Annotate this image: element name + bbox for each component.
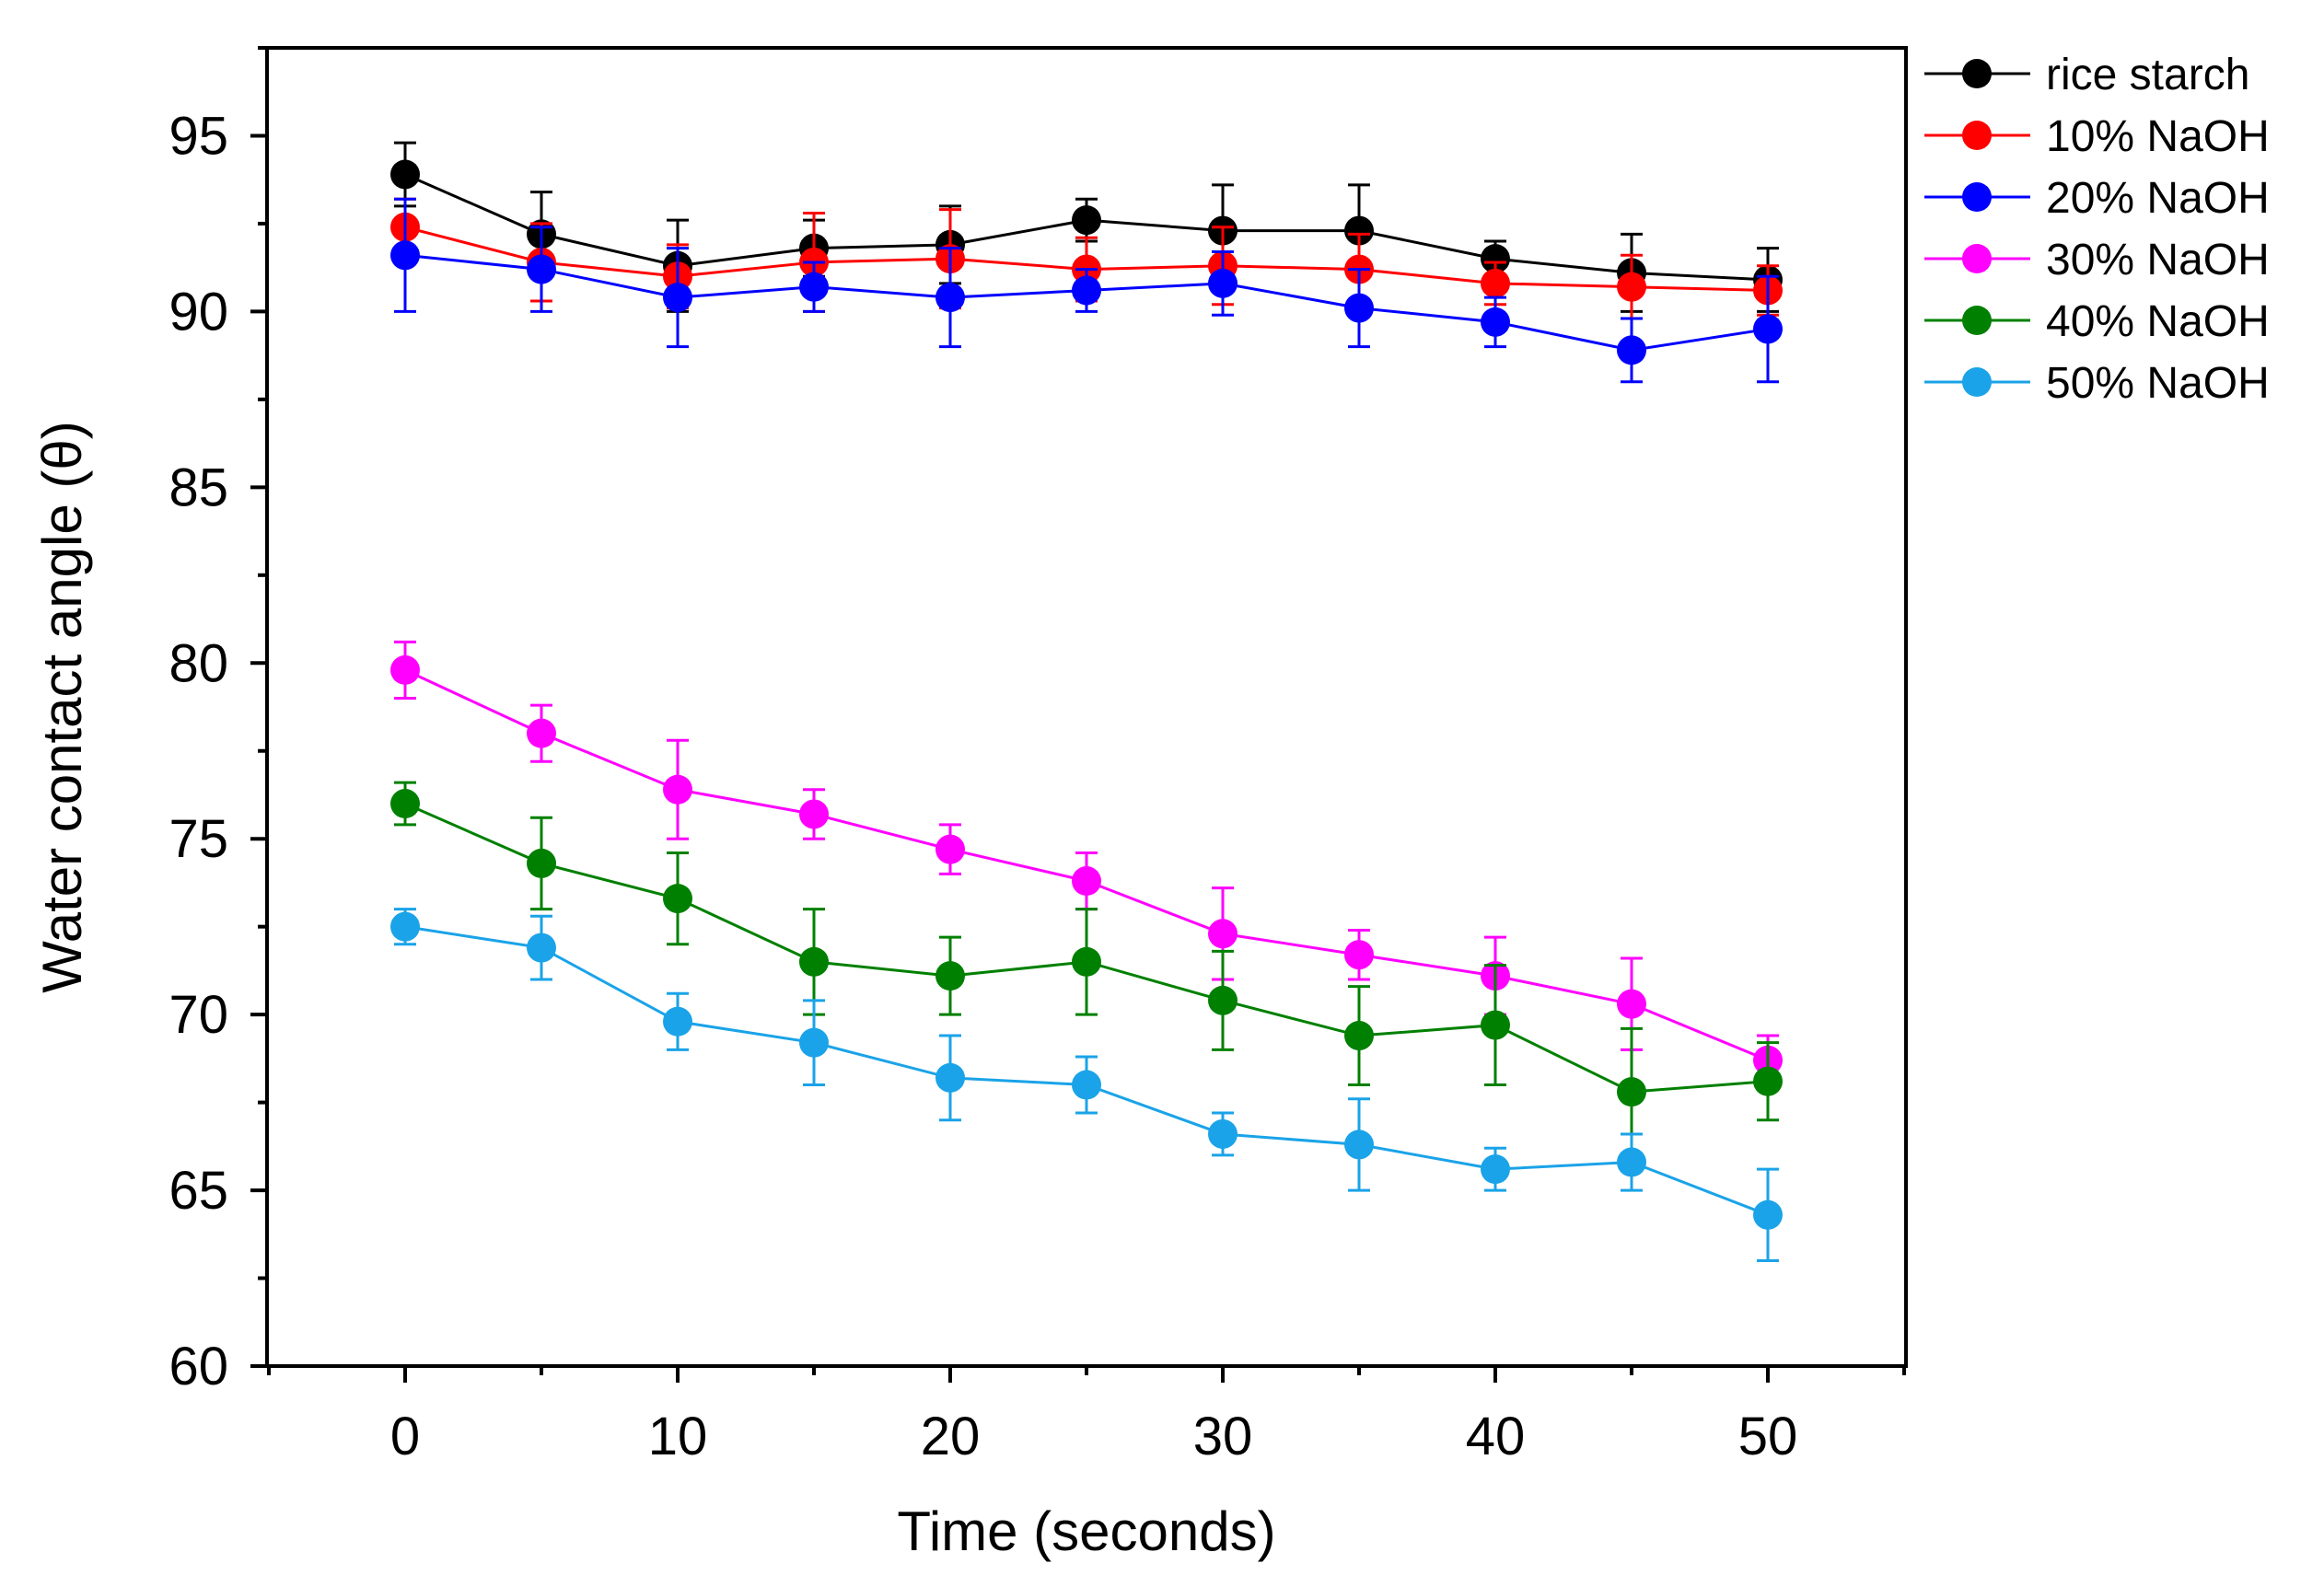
y-tick-label: 65	[168, 1161, 228, 1221]
legend-item: rice starch	[1924, 51, 2249, 99]
legend-marker	[1962, 306, 1992, 335]
data-point	[663, 283, 692, 313]
data-point	[1753, 314, 1783, 344]
data-point	[390, 654, 420, 685]
legend-label: 10% NaOH	[2046, 112, 2270, 161]
data-point	[799, 272, 829, 302]
data-point	[1072, 866, 1101, 897]
y-tick-label: 80	[168, 633, 228, 693]
legend-marker	[1962, 59, 1992, 88]
data-point	[1481, 244, 1510, 274]
data-point	[390, 789, 420, 819]
x-tick-label: 20	[921, 1407, 981, 1466]
legend-marker	[1962, 244, 1992, 273]
data-point	[799, 946, 829, 977]
series-50-naoh	[390, 908, 1783, 1262]
data-point	[527, 718, 556, 748]
data-point	[1344, 293, 1374, 323]
legend: rice starch 10% NaOH 20% NaOH 30% NaOH 40% N…	[1924, 51, 2270, 408]
x-axis-title: Time (seconds)	[897, 1500, 1275, 1562]
data-point	[390, 159, 420, 190]
y-axis: 60 65 70 75 80 85 90 95	[168, 46, 267, 1396]
y-axis-title: Water contact angle (θ)	[31, 421, 93, 992]
series-40-naoh	[390, 781, 1783, 1157]
data-point	[799, 1027, 829, 1058]
y-tick-label: 90	[168, 282, 228, 342]
legend-item: 30% NaOH	[1924, 236, 2270, 284]
data-point	[1617, 989, 1646, 1019]
legend-item: 20% NaOH	[1924, 174, 2270, 223]
y-tick-label: 60	[168, 1337, 228, 1396]
data-point	[390, 240, 420, 271]
data-point	[527, 933, 556, 963]
data-point	[527, 254, 556, 284]
data-point	[935, 283, 965, 313]
legend-marker	[1962, 367, 1992, 397]
data-point	[1072, 1070, 1101, 1100]
legend-marker	[1962, 182, 1992, 212]
legend-item: 10% NaOH	[1924, 112, 2270, 161]
data-point	[1344, 1021, 1374, 1051]
legend-item: 40% NaOH	[1924, 297, 2270, 346]
data-point	[935, 834, 965, 864]
data-point	[1344, 215, 1374, 246]
data-point	[1072, 946, 1101, 977]
data-point	[390, 911, 420, 942]
data-point	[1617, 335, 1646, 365]
data-point	[1481, 307, 1510, 337]
x-tick-label: 30	[1193, 1407, 1253, 1466]
legend-marker	[1962, 121, 1992, 150]
legend-label: 40% NaOH	[2046, 297, 2270, 346]
y-tick-label: 70	[168, 985, 228, 1045]
x-tick-label: 10	[648, 1407, 708, 1466]
data-point	[1753, 1199, 1783, 1230]
data-point	[527, 848, 556, 878]
legend-label: rice starch	[2046, 51, 2249, 99]
data-point	[1208, 1118, 1238, 1149]
data-point	[1617, 1147, 1646, 1177]
data-point	[1481, 1154, 1510, 1185]
data-point	[1481, 1010, 1510, 1040]
data-point	[1753, 1066, 1783, 1096]
legend-label: 20% NaOH	[2046, 174, 2270, 223]
data-point	[1208, 919, 1238, 949]
data-point	[1072, 275, 1101, 306]
data-point	[1481, 268, 1510, 298]
x-tick-label: 40	[1466, 1407, 1526, 1466]
x-tick-label: 0	[390, 1407, 420, 1466]
data-point	[1617, 1077, 1646, 1107]
legend-item: 50% NaOH	[1924, 359, 2270, 408]
data-point	[1208, 268, 1238, 298]
y-tick-label: 85	[168, 458, 228, 517]
data-point	[799, 799, 829, 829]
data-point	[663, 1006, 692, 1037]
data-point	[1617, 272, 1646, 302]
series-20-naoh	[390, 197, 1783, 384]
x-axis: 0 10 20 30 40 50	[267, 1366, 1906, 1466]
data-point	[663, 774, 692, 805]
data-point	[1072, 205, 1101, 236]
data-point	[1344, 1129, 1374, 1160]
legend-label: 30% NaOH	[2046, 236, 2270, 284]
series-layer	[390, 141, 1783, 1262]
y-tick-label: 95	[168, 106, 228, 166]
legend-label: 50% NaOH	[2046, 359, 2270, 408]
data-point	[1208, 985, 1238, 1015]
x-tick-label: 50	[1738, 1407, 1798, 1466]
y-tick-label: 75	[168, 809, 228, 869]
series-30-naoh	[390, 640, 1783, 1087]
data-point	[935, 1062, 965, 1093]
data-point	[1344, 940, 1374, 970]
data-point	[663, 884, 692, 914]
data-point	[935, 961, 965, 991]
